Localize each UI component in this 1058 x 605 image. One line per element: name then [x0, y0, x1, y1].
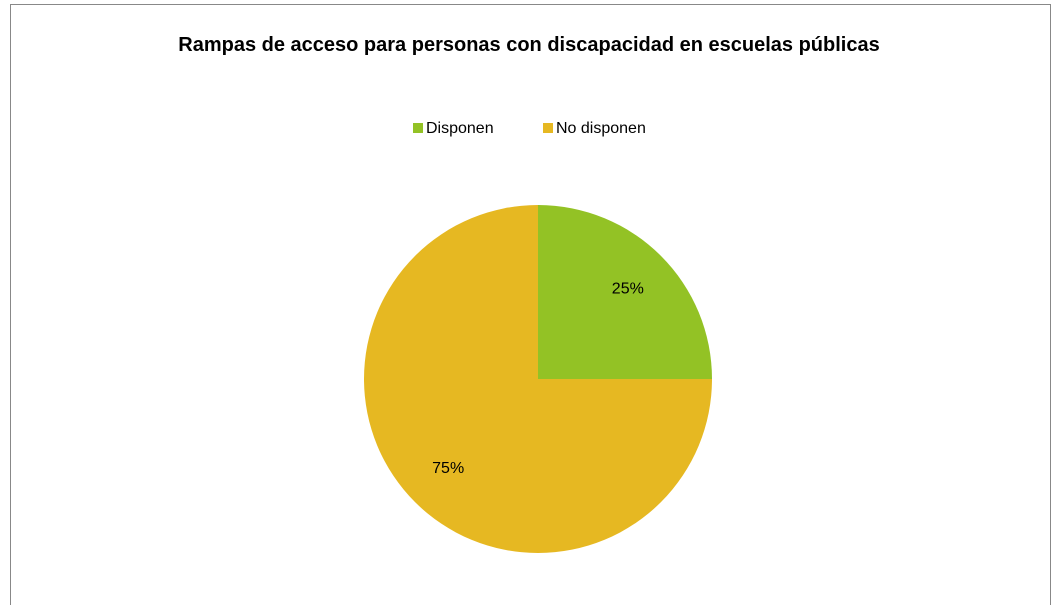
data-label: 75% — [432, 460, 464, 477]
pie-slice — [538, 205, 712, 379]
legend-swatch — [543, 123, 553, 133]
pie-slice — [364, 205, 712, 553]
chart-title: Rampas de acceso para personas con disca… — [178, 34, 880, 56]
legend-label: Disponen — [426, 120, 494, 137]
legend-swatch — [413, 123, 423, 133]
data-label: 25% — [612, 280, 644, 297]
legend-label: No disponen — [556, 120, 646, 137]
